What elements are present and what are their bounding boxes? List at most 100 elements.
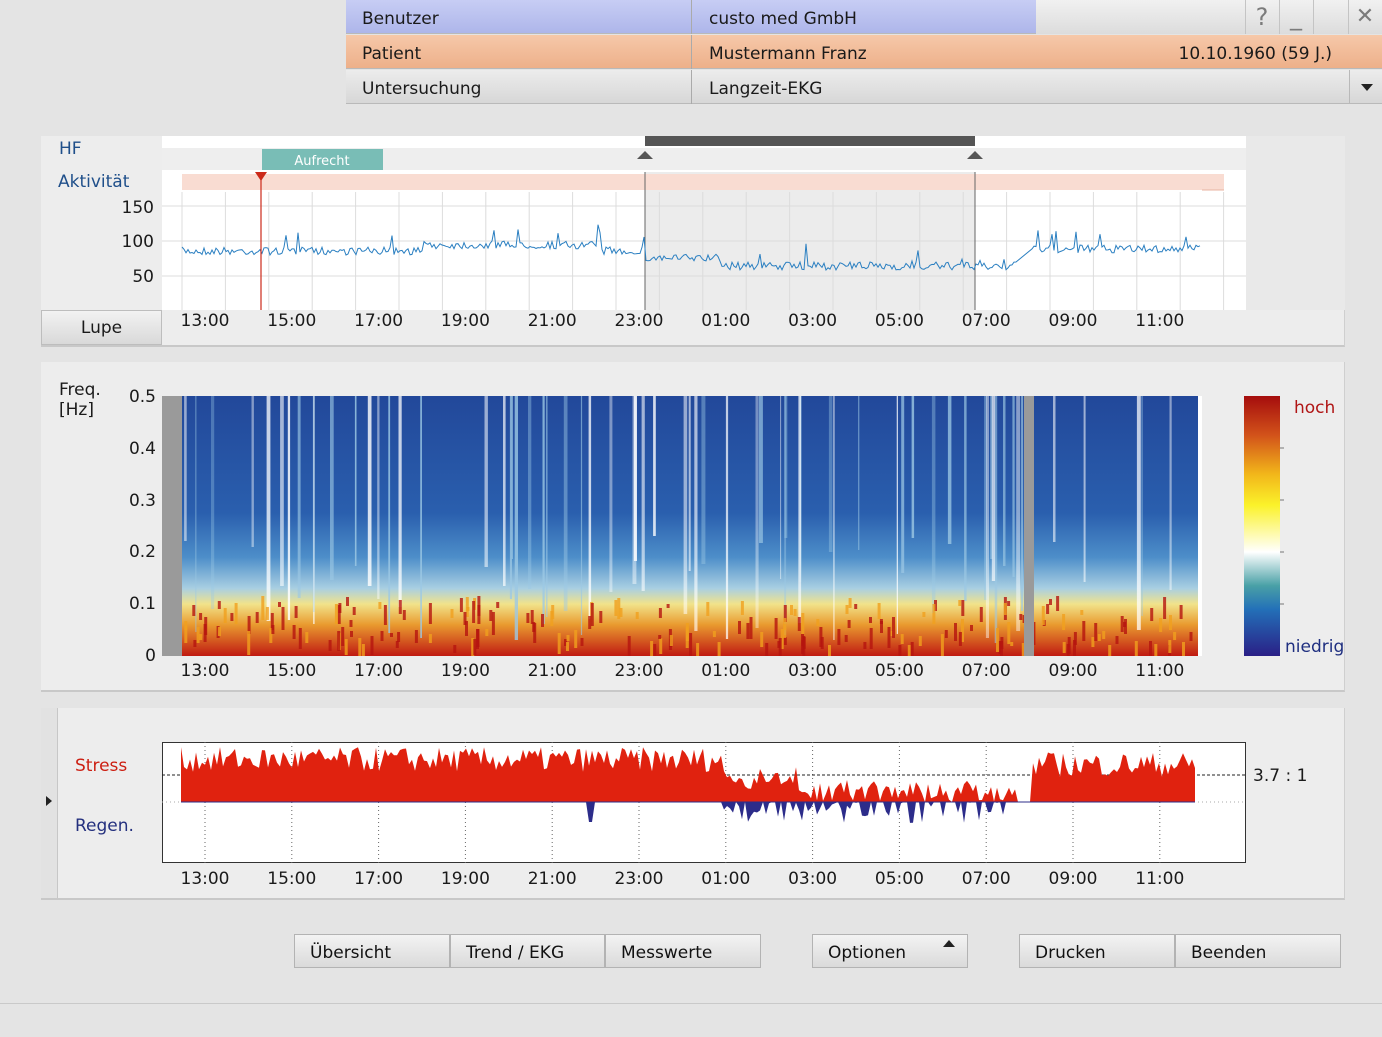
time-tick: 15:00 [267,311,317,331]
minimize-button[interactable]: _ [1279,0,1312,34]
footer-divider [0,1003,1382,1004]
close-button[interactable]: ✕ [1348,0,1381,34]
time-tick: 13:00 [180,869,230,889]
time-tick: 19:00 [440,661,490,681]
time-tick: 17:00 [354,311,404,331]
time-marker-icon [255,172,267,181]
exam-label: Untersuchung [346,70,692,104]
stress-area [181,747,1195,802]
hr-ytick: 150 [121,198,154,218]
hf-label: HF [59,139,82,159]
help-button[interactable]: ? [1245,0,1278,34]
freq-ytick: 0.2 [128,542,156,562]
time-tick: 21:00 [527,869,577,889]
patient-name: Mustermann Franz [709,44,867,64]
time-tick: 11:00 [1135,869,1185,889]
time-tick: 21:00 [527,661,577,681]
spectrogram-panel: Freq. [Hz] 0.5 0.4 0.3 0.2 0.1 0 [41,362,1345,692]
night-range-bar [645,136,975,146]
activity-tag: Aufrecht [294,154,349,169]
patient-dob: 10.10.1960 (59 J.) [1178,44,1332,64]
time-tick: 11:00 [1135,311,1185,331]
hr-ytick: 50 [132,267,154,287]
time-tick: 23:00 [614,869,664,889]
freq-ytick: 0.5 [128,387,156,407]
time-tick: 01:00 [701,869,751,889]
time-tick: 17:00 [354,661,404,681]
time-tick: 05:00 [874,869,924,889]
exam-row[interactable]: Untersuchung Langzeit-EKG [346,70,1382,104]
time-tick: 05:00 [874,311,924,331]
time-tick: 11:00 [1135,661,1185,681]
time-tick: 23:00 [614,661,664,681]
freq-ytick: 0.4 [128,439,156,459]
time-tick: 09:00 [1048,311,1098,331]
exam-value[interactable]: Langzeit-EKG [709,79,823,99]
color-scale-bar [1244,396,1284,656]
freq-ytick: 0.1 [128,594,156,614]
time-tick: 15:00 [267,661,317,681]
hr-trend-panel: HF Aktivität 150 100 50 Aufrecht Lupe 13… [41,136,1345,347]
stress-plot[interactable] [162,742,1246,864]
scale-high-label: hoch [1294,398,1336,418]
time-tick: 13:00 [180,311,230,331]
options-label: Optionen [828,943,906,963]
activity-label: Aktivität [58,172,130,192]
freq-ytick: 0 [145,646,156,666]
time-tick: 17:00 [354,869,404,889]
hr-trend-plot[interactable]: Aufrecht [162,136,1345,310]
spectrogram-plot[interactable] [162,396,1202,656]
freq-label: Freq. [59,380,101,400]
overview-button[interactable]: Übersicht [294,934,450,968]
time-tick: 03:00 [788,661,838,681]
hr-plot-margin [1246,136,1345,310]
patient-row: Patient Mustermann Franz 10.10.1960 (59 … [346,35,1382,69]
quit-button[interactable]: Beenden [1175,934,1341,968]
hr-series-line [181,224,1201,272]
time-tick: 03:00 [788,311,838,331]
time-tick: 15:00 [267,869,317,889]
no-data-gap [1024,396,1034,656]
regen-label: Regen. [75,816,134,836]
close-spacer [1313,0,1346,34]
time-tick: 07:00 [961,869,1011,889]
time-tick: 21:00 [527,311,577,331]
freq-ytick: 0.3 [128,491,156,511]
freq-unit-label: [Hz] [59,400,94,420]
time-tick: 07:00 [961,661,1011,681]
measurements-button[interactable]: Messwerte [605,934,761,968]
options-up-arrow-icon [943,940,955,947]
user-value: custo med GmbH [709,9,857,29]
time-tick: 13:00 [180,661,230,681]
time-tick: 19:00 [440,869,490,889]
time-tick: 23:00 [614,311,664,331]
time-tick: 03:00 [788,869,838,889]
activity-band [182,174,1224,190]
time-tick: 01:00 [701,311,751,331]
user-row: Benutzer custo med GmbH ? _ ✕ [346,0,1382,34]
patient-label: Patient [346,35,692,69]
time-tick: 09:00 [1048,661,1098,681]
range-end-handle-icon [967,151,983,159]
scale-low-label: niedrig [1285,637,1345,657]
time-tick: 09:00 [1048,869,1098,889]
trend-ekg-button[interactable]: Trend / EKG [450,934,605,968]
stress-ratio: 3.7 : 1 [1253,766,1308,786]
activity-tag-box [262,149,383,170]
stress-label: Stress [75,756,128,776]
panel-expander[interactable] [41,708,58,898]
user-label: Benutzer [346,0,692,34]
no-data-start [162,396,182,656]
print-button[interactable]: Drucken [1019,934,1175,968]
patient-header: Benutzer custo med GmbH ? _ ✕ Patient Mu… [346,0,1382,104]
options-button[interactable]: Optionen [812,934,968,968]
exam-dropdown-arrow-icon[interactable] [1349,70,1382,104]
hr-ytick: 100 [121,232,154,252]
range-start-handle-icon [637,151,653,159]
hr-grid [162,192,1246,310]
window-controls: ? _ ✕ [1036,0,1382,34]
expand-arrow-icon [46,796,52,806]
time-tick: 19:00 [440,311,490,331]
time-tick: 05:00 [874,661,924,681]
lupe-button[interactable]: Lupe [41,310,162,345]
